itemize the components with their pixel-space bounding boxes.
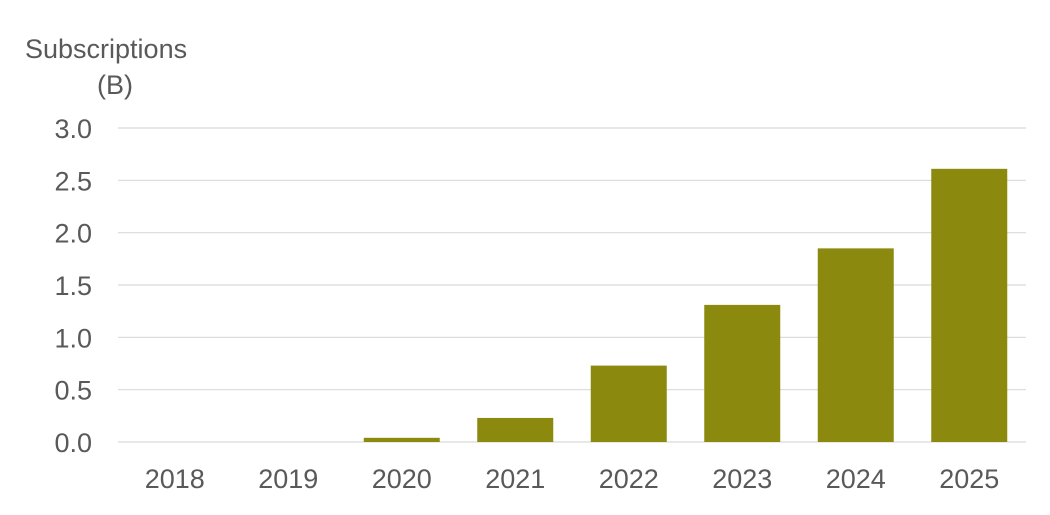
y-axis-label-line-1: Subscriptions <box>25 34 188 64</box>
x-tick-label: 2019 <box>258 464 318 494</box>
x-tick-label: 2023 <box>712 464 772 494</box>
bar-2024 <box>817 248 894 442</box>
y-tick-label: 2.0 <box>54 219 92 249</box>
y-tick-label: 1.5 <box>54 271 92 301</box>
x-tick-label: 2022 <box>599 464 659 494</box>
y-axis-label-line-2: (B) <box>97 70 133 100</box>
x-tick-label: 2018 <box>145 464 205 494</box>
x-tick-label: 2021 <box>485 464 545 494</box>
y-tick-label: 0.0 <box>54 428 92 458</box>
bar-2025 <box>931 168 1008 442</box>
bar-2020 <box>363 437 440 442</box>
x-tick-label: 2020 <box>372 464 432 494</box>
y-tick-label: 0.5 <box>54 376 92 406</box>
x-tick-label: 2024 <box>826 464 886 494</box>
y-tick-label: 2.5 <box>54 166 92 196</box>
y-tick-label: 3.0 <box>54 114 92 144</box>
x-tick-label: 2025 <box>939 464 999 494</box>
y-tick-label: 1.0 <box>54 323 92 353</box>
bar-2021 <box>477 417 554 442</box>
bar-2023 <box>704 304 781 442</box>
bar-2022 <box>590 365 667 442</box>
